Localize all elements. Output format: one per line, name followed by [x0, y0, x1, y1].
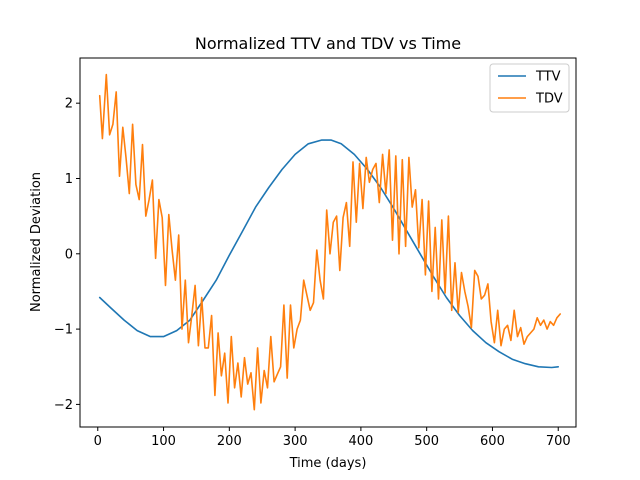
legend: TTV TDV [489, 63, 570, 113]
axes-frame [79, 57, 577, 428]
series-layer [98, 73, 562, 411]
x-tick-label: 0 [94, 434, 102, 449]
plot-area [79, 57, 577, 428]
series-line-tdv [98, 73, 562, 411]
x-tick-label: 700 [546, 434, 571, 449]
y-tick-label: −2 [54, 398, 73, 413]
x-axis-label: Time (days) [289, 456, 367, 471]
x-tick-label: 100 [151, 434, 176, 449]
x-axis-ticks: 0 100 200 300 400 500 600 700 [94, 427, 571, 449]
x-tick-label: 300 [283, 434, 308, 449]
y-axis-ticks: −2 −1 0 1 2 [54, 97, 80, 413]
y-tick-label: 2 [65, 97, 73, 112]
y-tick-label: 1 [65, 172, 73, 187]
x-tick-label: 200 [217, 434, 242, 449]
y-tick-label: −1 [54, 323, 73, 338]
x-tick-label: 600 [480, 434, 505, 449]
legend-label-tdv: TDV [535, 92, 563, 107]
series-line-ttv [98, 139, 560, 369]
x-tick-label: 400 [348, 434, 373, 449]
chart-title: Normalized TTV and TDV vs Time [195, 34, 461, 53]
y-axis-label: Normalized Deviation [29, 172, 44, 312]
x-tick-label: 500 [414, 434, 439, 449]
y-tick-label: 0 [65, 247, 73, 262]
legend-label-ttv: TTV [535, 70, 561, 85]
